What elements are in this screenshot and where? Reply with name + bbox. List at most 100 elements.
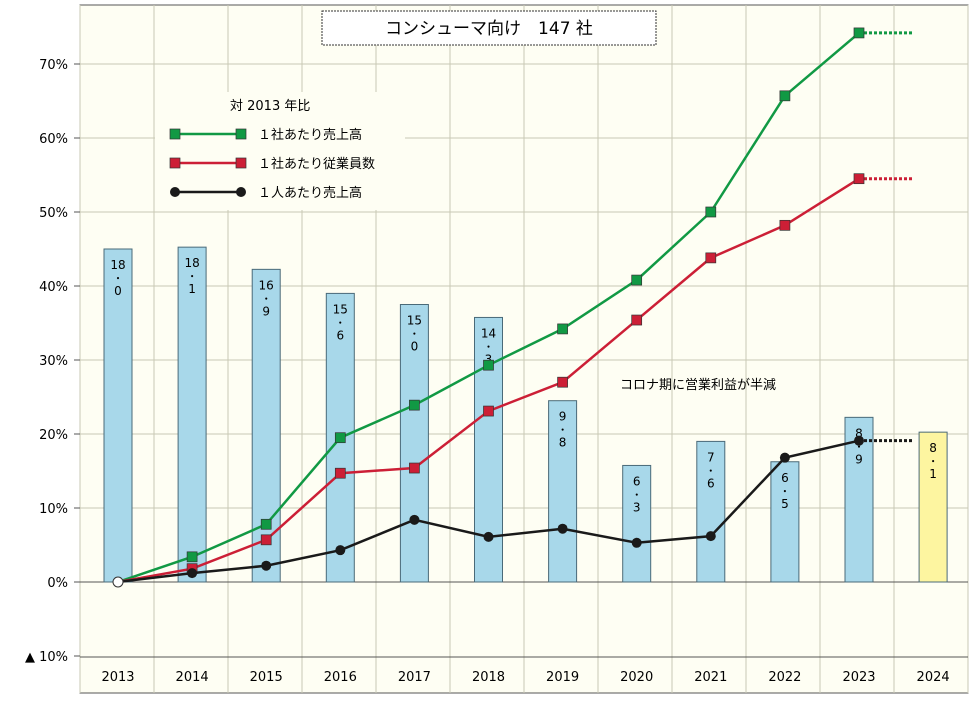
- x-tick-label: 2013: [101, 670, 134, 685]
- bar-label-dot: ・: [632, 490, 642, 501]
- bar-label: 6: [633, 474, 641, 488]
- x-tick-label: 2016: [324, 670, 357, 685]
- data-point: [631, 274, 643, 286]
- x-tick-label: 2017: [398, 670, 431, 685]
- legend-marker: [236, 187, 246, 197]
- bar-label-dot: ・: [261, 294, 271, 305]
- y-tick-label: 70%: [39, 58, 68, 73]
- data-point: [631, 537, 642, 548]
- data-point: [705, 531, 716, 542]
- data-point: [260, 534, 272, 546]
- bar-label: 6: [336, 328, 344, 342]
- y-tick-label: 10%: [39, 502, 68, 517]
- y-tick-label: 0%: [47, 576, 68, 591]
- legend-title: 対 2013 年比: [230, 99, 310, 114]
- legend-marker: [169, 128, 181, 140]
- bar: [177, 246, 207, 583]
- y-tick-label: 40%: [39, 280, 68, 295]
- data-point: [409, 514, 420, 525]
- bar: [548, 400, 578, 583]
- bar-label: 8: [929, 441, 937, 455]
- data-point: [261, 560, 272, 571]
- bar-label-dot: ・: [854, 442, 864, 453]
- bar-label-dot: ・: [113, 274, 123, 285]
- bar-label: 6: [707, 476, 715, 490]
- bar-label-dot: ・: [187, 272, 197, 283]
- bar-label: 7: [707, 450, 715, 464]
- x-tick-label: 2024: [917, 670, 950, 685]
- legend-box: [155, 92, 405, 210]
- bar-label: 1: [929, 467, 937, 481]
- bar-label-dot: ・: [706, 466, 716, 477]
- bar: [399, 304, 429, 583]
- data-point: [409, 462, 420, 474]
- y-tick-label: 60%: [39, 132, 68, 147]
- x-tick-label: 2021: [694, 670, 727, 685]
- bar-label: 14: [481, 326, 496, 340]
- data-point: [779, 219, 791, 231]
- data-point: [187, 568, 198, 579]
- legend-marker: [169, 157, 181, 169]
- legend-marker: [170, 187, 180, 197]
- bar: [770, 461, 800, 583]
- bar-label: 9: [855, 452, 863, 466]
- bar-label: 15: [407, 314, 422, 328]
- legend-marker: [235, 157, 247, 169]
- annotation: コロナ期に営業利益が半減: [620, 377, 776, 393]
- bar-label: 16: [259, 278, 274, 292]
- data-point: [409, 399, 420, 411]
- data-point: [779, 90, 791, 102]
- bar-label: 8: [559, 436, 567, 450]
- data-point: [483, 531, 494, 542]
- legend-marker: [235, 128, 247, 140]
- data-point: [557, 323, 568, 335]
- bar: [696, 440, 726, 583]
- legend-label: １社あたり従業員数: [258, 156, 375, 172]
- data-point: [779, 452, 790, 463]
- bar: [622, 464, 652, 583]
- data-point: [557, 376, 568, 388]
- legend-label: １社あたり売上高: [258, 127, 362, 143]
- data-point: [260, 518, 272, 530]
- bar-label: 18: [110, 258, 125, 272]
- data-point: [483, 405, 494, 417]
- y-tick-label: 50%: [39, 206, 68, 221]
- y-tick-label: ▲ 10%: [25, 650, 68, 665]
- y-tick-label: 30%: [39, 354, 68, 369]
- data-point: [186, 551, 198, 563]
- bar-label: 18: [184, 256, 199, 270]
- bar-label: 3: [633, 500, 641, 514]
- chart-title: コンシューマ向け 147 社: [385, 19, 593, 39]
- data-point: [334, 432, 346, 444]
- bar-label-dot: ・: [335, 318, 345, 329]
- bar-label: 9: [559, 410, 567, 424]
- data-point: [557, 523, 568, 534]
- x-tick-label: 2022: [768, 670, 801, 685]
- data-point: [631, 314, 643, 326]
- title-box: [321, 10, 657, 46]
- data-point: [853, 27, 865, 39]
- bar: [103, 248, 133, 583]
- bar-label-dot: ・: [780, 487, 790, 498]
- data-point: [705, 206, 717, 218]
- data-point: [335, 545, 346, 556]
- bar-label: 5: [781, 497, 789, 511]
- bar-label-dot: ・: [484, 342, 494, 353]
- bar-label: 0: [411, 340, 419, 354]
- x-tick-label: 2015: [250, 670, 283, 685]
- y-tick-label: 20%: [39, 428, 68, 443]
- x-tick-label: 2023: [842, 670, 875, 685]
- x-tick-label: 2020: [620, 670, 653, 685]
- bar-label-dot: ・: [409, 330, 419, 341]
- bar-label: 15: [333, 302, 348, 316]
- origin-point: [112, 576, 124, 588]
- legend-label: １人あたり売上高: [258, 185, 362, 201]
- data-point: [483, 359, 494, 371]
- bar-label: 1: [188, 282, 196, 296]
- bar-label: 0: [114, 284, 122, 298]
- x-tick-label: 2019: [546, 670, 579, 685]
- data-point: [853, 173, 865, 185]
- data-point: [705, 252, 717, 264]
